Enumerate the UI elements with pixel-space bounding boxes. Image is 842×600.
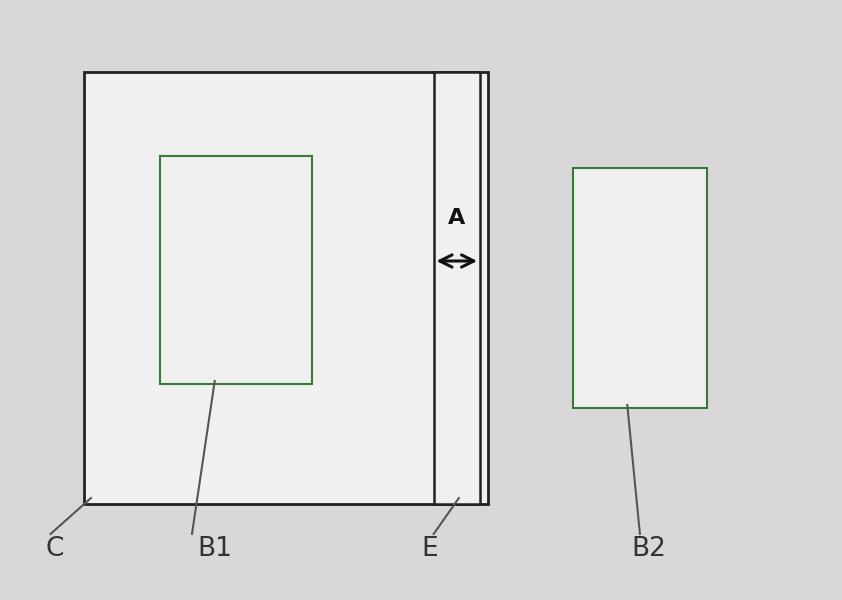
Bar — [160, 156, 312, 384]
Text: E: E — [421, 536, 438, 562]
Text: A: A — [448, 208, 466, 228]
Text: C: C — [45, 536, 64, 562]
Bar — [573, 168, 707, 408]
Bar — [434, 72, 480, 504]
Text: B2: B2 — [631, 536, 666, 562]
Bar — [84, 72, 488, 504]
Text: B1: B1 — [197, 536, 232, 562]
